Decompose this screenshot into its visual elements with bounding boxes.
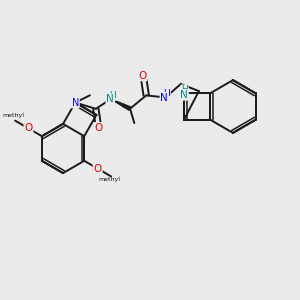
Text: H: H: [163, 89, 170, 98]
Polygon shape: [111, 99, 131, 110]
Text: N: N: [72, 98, 79, 108]
Text: N: N: [160, 93, 168, 103]
Text: O: O: [138, 70, 147, 80]
Text: O: O: [24, 123, 33, 134]
Text: N: N: [106, 94, 114, 104]
Text: N: N: [180, 90, 188, 100]
Text: H: H: [110, 91, 116, 100]
Text: O: O: [94, 164, 102, 174]
Text: methyl: methyl: [99, 177, 121, 182]
Text: H: H: [181, 85, 188, 94]
Text: O: O: [94, 123, 103, 133]
Text: methyl: methyl: [3, 113, 25, 118]
